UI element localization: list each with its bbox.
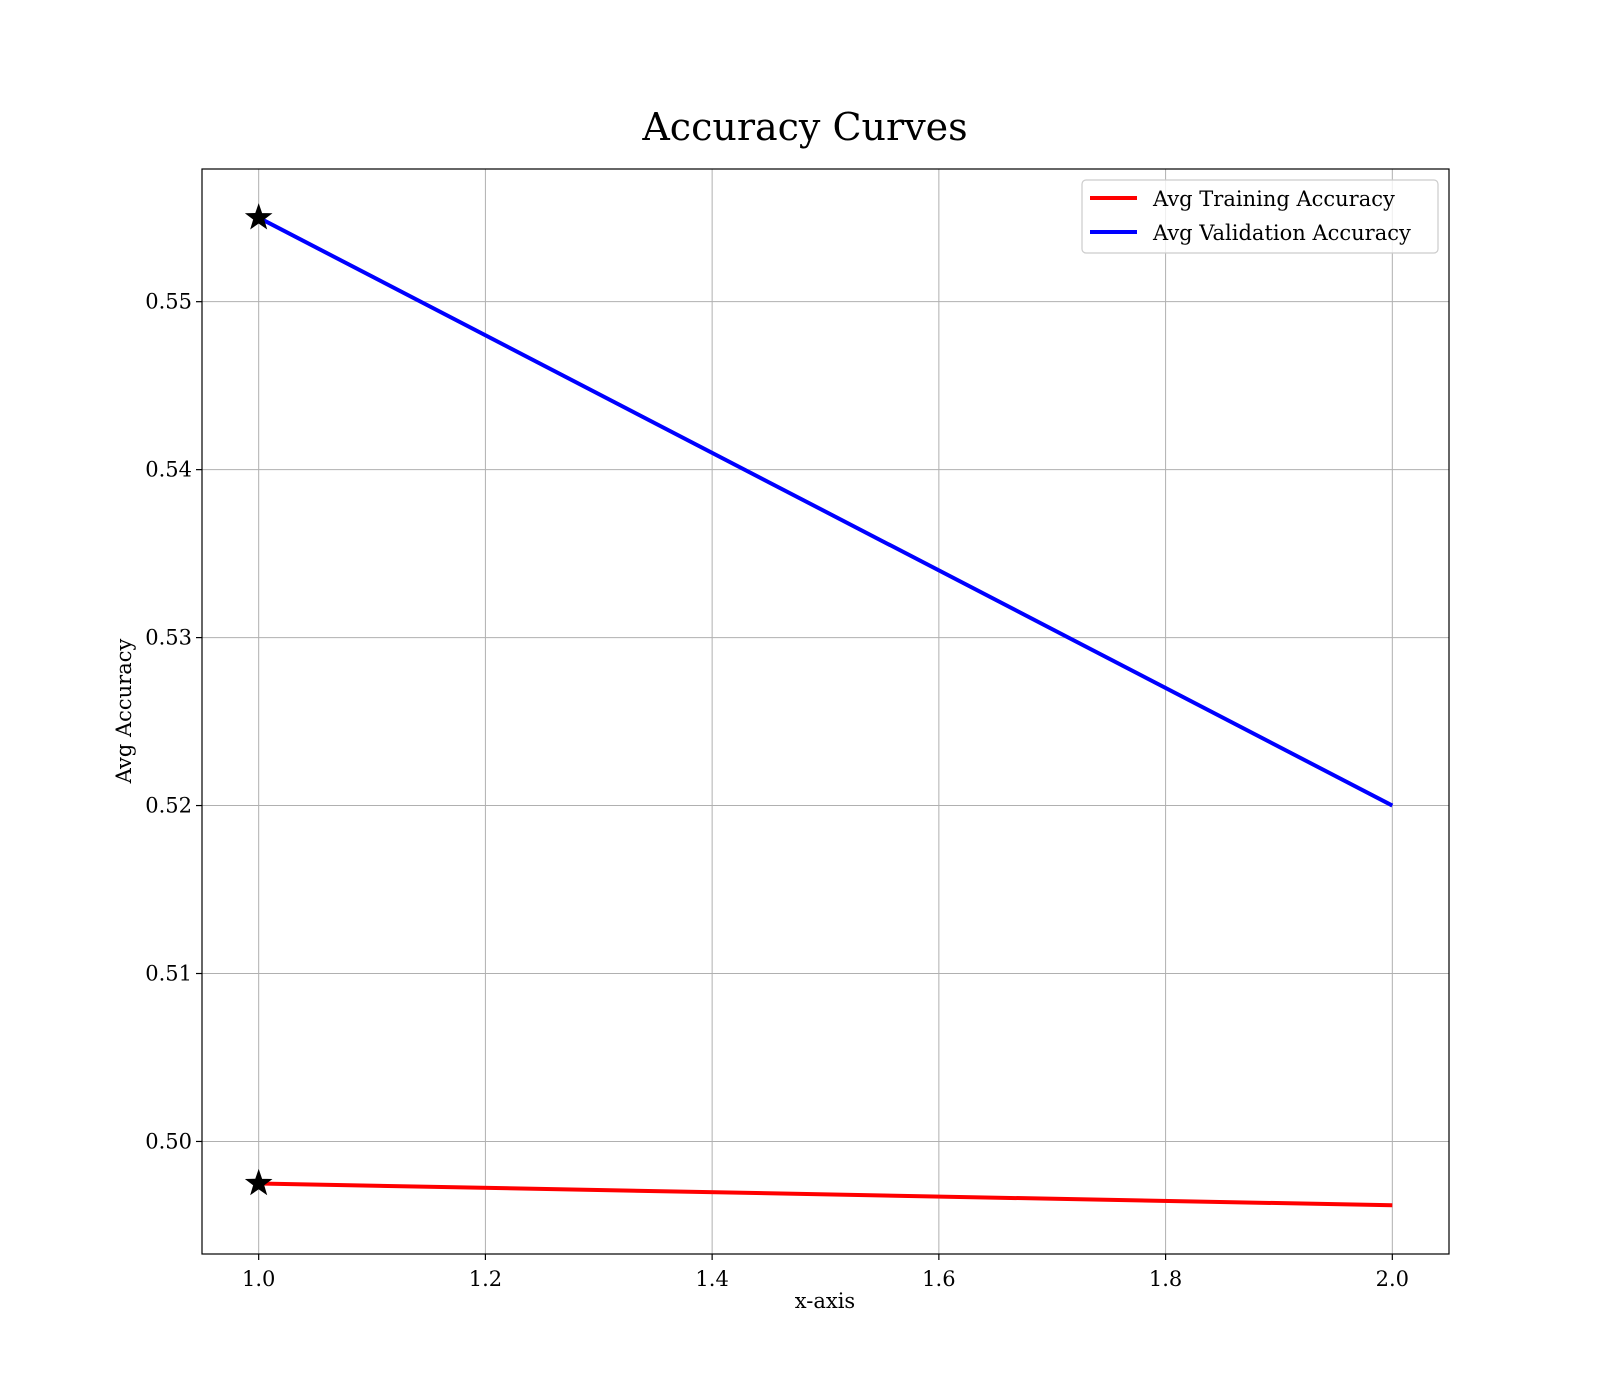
star-marker (244, 1168, 273, 1196)
x-axis-label: x-axis (795, 1289, 855, 1313)
legend: Avg Training Accuracy Avg Validation Acc… (1081, 179, 1439, 254)
y-axis-label: Avg Accuracy (112, 639, 136, 785)
x-tick-label: 2.0 (1376, 1267, 1409, 1291)
series-line-1 (257, 215, 1394, 808)
y-tick-label: 0.55 (145, 290, 192, 314)
y-tick-label: 0.52 (145, 794, 192, 818)
series-lines (257, 215, 1394, 1208)
y-tick-label: 0.51 (145, 962, 192, 986)
x-axis-ticks: 1.0 1.2 1.4 1.6 1.8 2.0 (242, 1254, 1409, 1291)
x-tick-label: 1.8 (1149, 1267, 1182, 1291)
x-tick-label: 1.4 (695, 1267, 728, 1291)
x-tick-label: 1.0 (242, 1267, 275, 1291)
star-marker (244, 203, 273, 230)
chart-title: Accuracy Curves (641, 105, 967, 149)
legend-label-training: Avg Training Accuracy (1152, 187, 1395, 211)
x-tick-label: 1.2 (469, 1267, 502, 1291)
y-tick-label: 0.53 (145, 626, 192, 650)
y-tick-label: 0.50 (145, 1129, 192, 1153)
x-tick-label: 1.6 (922, 1267, 955, 1291)
y-tick-label: 0.54 (145, 458, 192, 482)
series-line-0 (258, 1181, 1393, 1208)
y-axis-ticks: 0.50 0.51 0.52 0.53 0.54 0.55 (145, 290, 202, 1153)
legend-label-validation: Avg Validation Accuracy (1152, 221, 1411, 245)
legend-box (1081, 179, 1439, 254)
markers (244, 203, 273, 1196)
grid (202, 169, 1449, 1254)
plot-frame (201, 168, 1450, 1255)
